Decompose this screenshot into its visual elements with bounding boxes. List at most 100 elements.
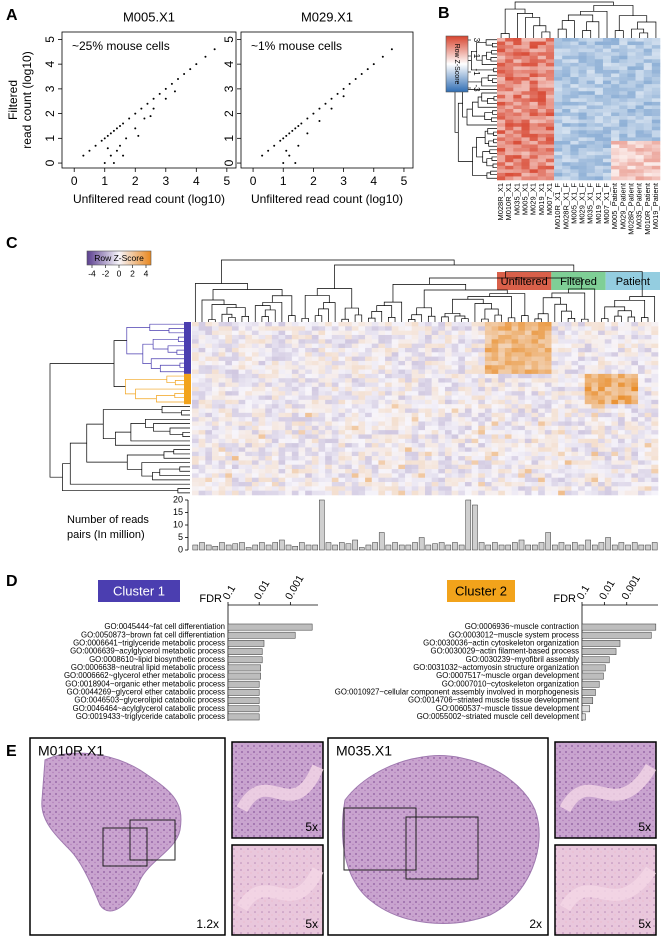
heatmap-cell [530, 59, 538, 63]
heatmap-cell [192, 434, 199, 439]
heatmap-cell [212, 378, 219, 383]
heatmap-cell [513, 66, 521, 70]
heatmap-cell [285, 478, 292, 483]
heatmap-cell [571, 322, 578, 327]
heatmap-cell [265, 456, 272, 461]
heatmap-cell [578, 400, 585, 405]
heatmap-cell [312, 361, 319, 366]
point [183, 73, 185, 75]
heatmap-cell [432, 430, 439, 435]
heatmap-cell [478, 434, 485, 439]
heatmap-cell [445, 434, 452, 439]
heatmap-cell [292, 378, 299, 383]
heatmap-cell [579, 45, 587, 49]
heatmap-cell [611, 409, 618, 414]
heatmap-cell [562, 141, 570, 145]
heatmap-cell [644, 155, 652, 159]
heatmap-cell [425, 426, 432, 431]
x-tick-label: 0.001 [283, 573, 307, 602]
heatmap-cell [521, 173, 529, 177]
heatmap-cell [478, 456, 485, 461]
heatmap-cell [239, 443, 246, 448]
heatmap-cell [405, 443, 412, 448]
heatmap-cell [587, 173, 595, 177]
heatmap-cell [478, 352, 485, 357]
heatmap-cell [265, 391, 272, 396]
heatmap-cell [485, 404, 492, 409]
heatmap-cell [512, 331, 519, 336]
heatmap-cell [265, 452, 272, 457]
heatmap-cell [538, 370, 545, 375]
heatmap-cell [631, 352, 638, 357]
heatmap-cell [365, 486, 372, 491]
heatmap-cell [627, 162, 635, 166]
heatmap-cell [625, 365, 632, 370]
heatmap-cell [585, 465, 592, 470]
point [122, 155, 124, 157]
heatmap-cell [325, 404, 332, 409]
x-tick-label: 0.01 [252, 578, 273, 602]
heatmap-cell [505, 137, 513, 141]
heatmap-cell [570, 116, 578, 120]
heatmap-cell [631, 434, 638, 439]
heatmap-cell [279, 357, 286, 362]
heatmap-cell [212, 348, 219, 353]
heatmap-cell [512, 387, 519, 392]
heatmap-cell [518, 452, 525, 457]
heatmap-cell [645, 486, 652, 491]
heatmap-cell [385, 348, 392, 353]
heatmap-cell [498, 430, 505, 435]
heatmap-cell [332, 473, 339, 478]
heatmap-cell [312, 443, 319, 448]
heatmap-cell [492, 404, 499, 409]
heatmap-cell [521, 120, 529, 124]
heatmap-cell [532, 443, 539, 448]
axis-label: FDR [553, 593, 576, 605]
heatmap-cell [345, 421, 352, 426]
heatmap-cell [299, 473, 306, 478]
heatmap-cell [465, 460, 472, 465]
heatmap-cell [445, 335, 452, 340]
heatmap-cell [538, 120, 546, 124]
heatmap-cell [252, 348, 259, 353]
heatmap-cell [619, 52, 627, 56]
heatmap-cell [318, 352, 325, 357]
heatmap-cell [292, 326, 299, 331]
heatmap-cell [554, 56, 562, 60]
heatmap-cell [538, 404, 545, 409]
heatmap-cell [532, 404, 539, 409]
heatmap-cell [292, 426, 299, 431]
heatmap-cell [192, 391, 199, 396]
heatmap-cell [412, 331, 419, 336]
heatmap-cell [587, 155, 595, 159]
heatmap-cell [644, 56, 652, 60]
heatmap-cell [652, 145, 660, 149]
heatmap-cell [545, 391, 552, 396]
y-tick-label: 5 [222, 36, 236, 43]
heatmap-cell [513, 148, 521, 152]
heatmap-cell [505, 52, 513, 56]
heatmap-cell [497, 176, 505, 180]
heatmap-cell [558, 452, 565, 457]
heatmap-cell [478, 357, 485, 362]
heatmap-cell [272, 365, 279, 370]
heatmap-cell [318, 361, 325, 366]
dendrogram-link [87, 424, 128, 462]
heatmap-cell [587, 102, 595, 106]
heatmap-cell [611, 102, 619, 106]
heatmap-cell [505, 383, 512, 388]
heatmap-cell [651, 460, 658, 465]
heatmap-cell [525, 430, 532, 435]
heatmap-cell [551, 430, 558, 435]
heatmap-cell [239, 383, 246, 388]
heatmap-cell [625, 335, 632, 340]
heatmap-cell [438, 430, 445, 435]
heatmap-cell [398, 430, 405, 435]
heatmap-cell [259, 482, 266, 487]
heatmap-cell [385, 447, 392, 452]
heatmap-cell [312, 417, 319, 422]
heatmap-cell [318, 478, 325, 483]
heatmap-cell [225, 352, 232, 357]
heatmap-cell [205, 491, 212, 496]
dendrogram-link [542, 32, 550, 38]
